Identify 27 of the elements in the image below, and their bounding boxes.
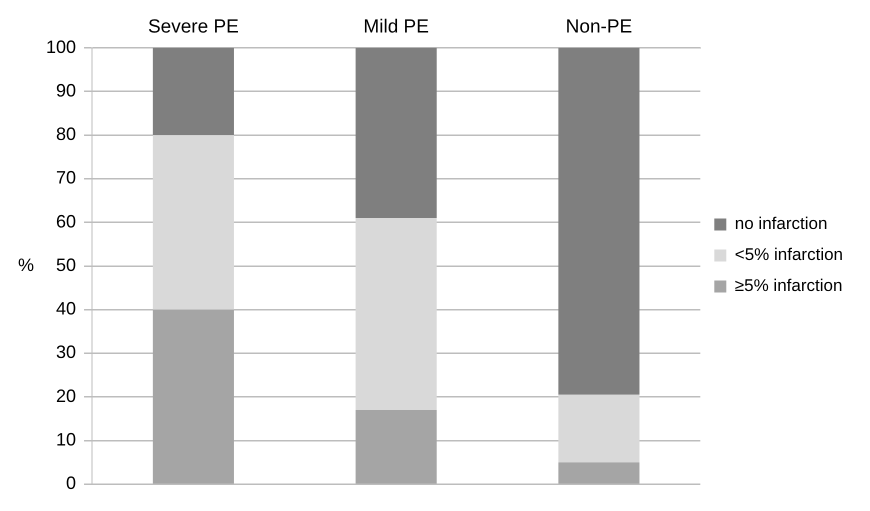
x-tick-label: Non-PE (566, 16, 632, 38)
x-tick-label: Severe PE (148, 16, 239, 38)
y-tick-label: 100 (46, 36, 76, 57)
y-tick-label: 70 (56, 168, 76, 188)
y-tick-label: 10 (56, 430, 76, 450)
x-tick-label: Mild PE (363, 16, 429, 38)
bar (152, 135, 234, 310)
y-tick-label: 20 (56, 386, 76, 406)
y-tick-label: 90 (56, 80, 76, 100)
bar (558, 48, 640, 395)
bar (152, 48, 234, 136)
y-tick-label: 40 (56, 298, 76, 319)
bar (356, 410, 437, 484)
y-tick-label: 50 (56, 254, 76, 275)
legend-label: no infarction (734, 214, 828, 234)
bar (558, 394, 640, 462)
y-tick-label: 30 (56, 342, 76, 362)
legend-label: ≥5% infarction (734, 276, 842, 296)
y-tick-label: 80 (56, 124, 76, 144)
bar (356, 218, 437, 410)
bar (152, 310, 234, 484)
y-tick-label: 60 (56, 211, 76, 232)
bar (356, 48, 437, 218)
y-axis-title: % (18, 254, 34, 275)
y-tick-label: 0 (66, 473, 76, 494)
bar (558, 462, 640, 484)
legend-label: <5% infarction (734, 245, 843, 264)
